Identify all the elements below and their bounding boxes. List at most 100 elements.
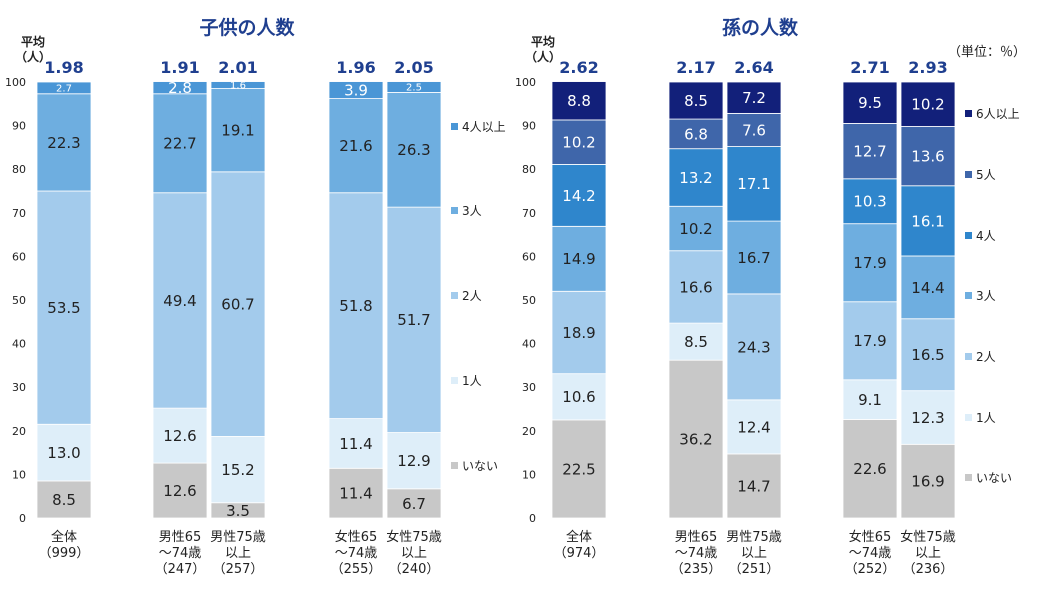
- chart1-legend-label: 3人: [462, 204, 482, 218]
- chart1-avg-value: 2.05: [394, 58, 433, 77]
- chart1-data-label: 2.8: [168, 79, 192, 97]
- chart2-bar-segment: [842, 301, 898, 381]
- chart2-category-label: （252）: [845, 562, 896, 577]
- chart2-data-label: 16.7: [737, 249, 770, 267]
- chart1-bar-segment: [386, 92, 442, 208]
- chart2-bar-segment: [842, 379, 898, 420]
- chart1-avg-value: 2.01: [218, 58, 257, 77]
- chart2-bar-segment: [900, 390, 956, 445]
- chart1-data-label: 6.7: [402, 495, 426, 513]
- chart2-legend-label: 4人: [976, 229, 996, 243]
- chart2-category-label: 男性75歳: [726, 530, 782, 545]
- chart2-bar-segment: [668, 359, 724, 519]
- chart1-data-label: 49.4: [163, 292, 196, 310]
- chart2-data-label: 18.9: [562, 324, 595, 342]
- chart1-y-tick-label: 70: [12, 207, 26, 220]
- chart2-y-tick-label: 80: [522, 163, 536, 176]
- chart2-y-tick-label: 60: [522, 250, 536, 263]
- chart2-legend-swatch: [965, 414, 972, 421]
- chart2-data-label: 10.2: [911, 96, 944, 114]
- chart2-data-label: 10.2: [562, 134, 595, 152]
- chart2-data-label: 24.3: [737, 338, 770, 356]
- chart2-avg-label-line1: 平均: [531, 34, 555, 49]
- chart2-data-label: 13.2: [679, 169, 712, 187]
- chart2-bar-segment: [842, 223, 898, 303]
- chart1-data-label: 12.6: [163, 482, 196, 500]
- chart1-category-label: 全体: [51, 529, 77, 545]
- chart1-y-tick-label: 80: [12, 163, 26, 176]
- chart2-bar-segment: [842, 81, 898, 124]
- chart2-y-tick-label: 90: [522, 120, 536, 133]
- chart2-bar-segment: [726, 293, 782, 401]
- chart2-data-label: 8.5: [684, 92, 708, 110]
- chart1-bar-segment: [386, 81, 442, 93]
- chart2-data-label: 12.4: [737, 418, 770, 436]
- chart2-category-label: 以上: [741, 546, 767, 561]
- chart1-bar-segment: [210, 171, 266, 437]
- chart2-data-label: 17.1: [737, 175, 770, 193]
- chart1-legend-label: 2人: [462, 289, 482, 303]
- chart1-bar-segment: [386, 206, 442, 433]
- chart2-data-label: 12.7: [853, 143, 886, 161]
- chart2-category-label: （236）: [903, 562, 954, 577]
- chart2-legend-label: 6人以上: [976, 107, 1020, 121]
- chart2-data-label: 17.9: [853, 254, 886, 272]
- chart1-bar-segment: [36, 423, 92, 482]
- chart1-avg-label-line1: 平均: [21, 34, 45, 49]
- chart1-bar-segment: [386, 488, 442, 519]
- chart2-legend-label: 2人: [976, 350, 996, 364]
- chart1-data-label: 22.7: [163, 135, 196, 153]
- chart2-y-tick-label: 0: [529, 512, 536, 525]
- chart1-avg-value: 1.96: [336, 58, 375, 77]
- chart1-legend-swatch: [451, 462, 458, 469]
- chart2-bar-segment: [668, 118, 724, 150]
- chart2-bar-segment: [900, 81, 956, 127]
- chart1-data-label: 2.7: [56, 83, 72, 94]
- chart1-category-label: 以上: [401, 546, 427, 561]
- chart1-legend-swatch: [451, 377, 458, 384]
- chart2-data-label: 16.5: [911, 346, 944, 364]
- chart2-bar-segment: [900, 443, 956, 519]
- chart2-data-label: 10.2: [679, 220, 712, 238]
- chart1-title: 子供の人数: [199, 16, 295, 39]
- chart1-bar-segment: [36, 81, 92, 95]
- chart1-y-tick-label: 100: [5, 76, 26, 89]
- chart2-data-label: 16.6: [679, 278, 712, 296]
- chart2-category-label: （251）: [729, 562, 780, 577]
- chart2-bar-segment: [668, 81, 724, 120]
- chart1-category-label: ～74歳: [159, 546, 202, 561]
- chart2-bar-segment: [551, 225, 607, 292]
- chart2-category-label: （974）: [554, 546, 605, 561]
- chart2-title: 孫の人数: [722, 16, 799, 39]
- chart2-y-tick-label: 70: [522, 207, 536, 220]
- chart2-data-label: 14.7: [737, 477, 770, 495]
- chart1-data-label: 8.5: [52, 491, 76, 509]
- chart1-category-label: 男性65: [159, 530, 202, 545]
- chart1-y-tick-label: 10: [12, 468, 26, 481]
- chart1-y-tick-label: 50: [12, 294, 26, 307]
- chart1-data-label: 3.9: [344, 81, 368, 99]
- chart1-legend-swatch: [451, 292, 458, 299]
- chart2-avg-value: 2.62: [559, 58, 598, 77]
- chart2-data-label: 6.8: [684, 125, 708, 143]
- chart2-data-label: 14.2: [562, 187, 595, 205]
- chart1-bar-segment: [328, 418, 384, 469]
- chart2-data-label: 7.2: [742, 89, 766, 107]
- chart1-legend-label: いない: [462, 459, 498, 473]
- chart1-y-tick-label: 40: [12, 338, 26, 351]
- chart1-bar-segment: [152, 192, 208, 409]
- chart1-legend-label: 1人: [462, 374, 482, 388]
- chart2-legend-swatch: [965, 353, 972, 360]
- chart1-legend-label: 4人以上: [462, 120, 506, 134]
- chart1-bar-segment: [36, 480, 92, 519]
- chart2-bar-segment: [551, 373, 607, 421]
- chart2-data-label: 10.3: [853, 193, 886, 211]
- chart1-bar-segment: [386, 432, 442, 490]
- chart1-y-tick-label: 0: [19, 512, 26, 525]
- chart1-category-label: （247）: [155, 562, 206, 577]
- chart2-data-label: 9.1: [858, 391, 882, 409]
- chart2-bar-segment: [551, 419, 607, 519]
- chart2-bar-segment: [726, 399, 782, 455]
- chart2-legend-swatch: [965, 292, 972, 299]
